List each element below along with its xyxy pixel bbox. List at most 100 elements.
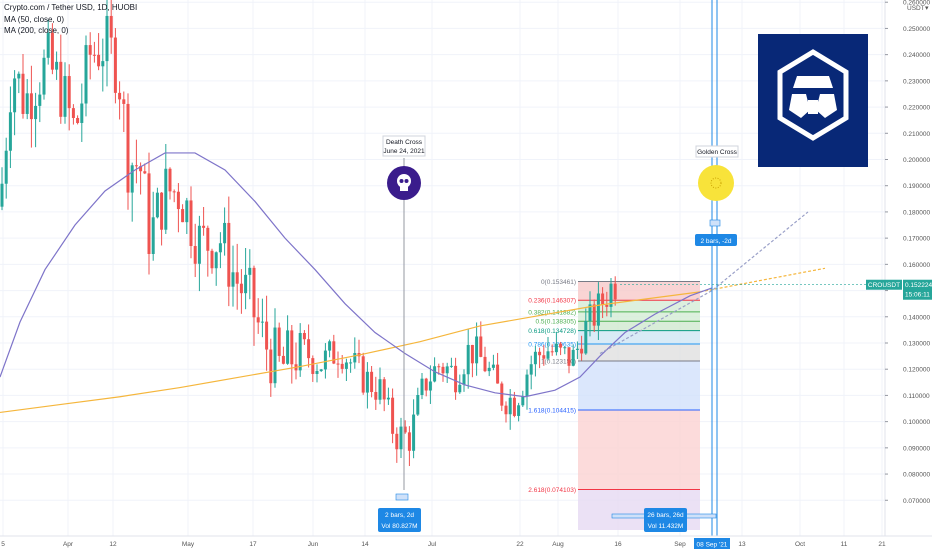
candle-body [370, 371, 374, 393]
candle-body [302, 333, 306, 340]
candle [118, 81, 122, 120]
candle [433, 357, 437, 383]
candle [76, 115, 80, 125]
candle-body [479, 336, 483, 357]
candle-body [281, 355, 285, 364]
price-tick-label: 0.260000 [903, 0, 930, 7]
candle-body [55, 61, 59, 70]
candle [109, 0, 113, 54]
time-label: 21 [878, 541, 886, 548]
price-axis [884, 0, 888, 536]
candle [269, 338, 273, 397]
candle [361, 352, 365, 395]
candle [185, 197, 189, 234]
candle [290, 325, 294, 384]
candle-body [311, 358, 315, 374]
candle [412, 399, 416, 459]
ma50-legend[interactable]: MA (50, close, 0) [4, 15, 65, 24]
candle-body [298, 333, 302, 371]
candle [487, 361, 491, 377]
candle [399, 417, 403, 458]
candle-body [235, 272, 239, 284]
death-cross-date: June 24, 2021 [383, 148, 425, 155]
candle [504, 401, 508, 423]
candle [609, 277, 613, 318]
candle [546, 337, 550, 361]
candle-body [164, 168, 168, 230]
price-tick-label: 0.240000 [903, 52, 930, 59]
candle [344, 358, 348, 381]
candle [319, 368, 323, 373]
candle-body [525, 374, 529, 397]
candle [521, 390, 525, 407]
candle [370, 365, 374, 398]
time-label: Apr [63, 541, 74, 548]
candle-body [332, 341, 336, 364]
candle-body [168, 168, 172, 192]
candle-body [412, 414, 416, 451]
candle [407, 426, 411, 467]
axis-unit-label: USDT [907, 5, 925, 12]
candle [580, 335, 584, 361]
time-label: Jul [428, 541, 437, 548]
candle [71, 104, 75, 125]
range-left-vol: Vol 80.827M [381, 523, 417, 530]
candle-body [546, 351, 550, 359]
candle-body [92, 54, 96, 56]
price-tick-label: 0.090000 [903, 445, 930, 452]
current-price-tag [903, 279, 932, 300]
candle-body [588, 304, 592, 322]
candle [403, 420, 407, 434]
time-label: 22 [516, 541, 524, 548]
candle [525, 369, 529, 410]
candle-body [424, 378, 428, 391]
time-label: 5 [1, 541, 5, 548]
candle [59, 34, 63, 124]
candle-body [17, 73, 21, 79]
candle-body [378, 379, 382, 400]
candle [302, 330, 306, 345]
candle [50, 23, 54, 75]
price-tick-label: 0.210000 [903, 131, 930, 138]
candle-body [475, 336, 479, 364]
candle [550, 344, 554, 356]
candle-body [374, 392, 378, 400]
symbol-tag [866, 279, 902, 290]
candle [374, 376, 378, 410]
candle [0, 167, 4, 211]
candle-body [210, 250, 214, 269]
fib-zone [578, 281, 700, 301]
fib-level-label: 0(0.153461) [541, 279, 576, 286]
candle-body [202, 225, 206, 228]
skull-icon-jaw [400, 186, 408, 191]
candle-body [584, 321, 588, 354]
candle [449, 357, 453, 368]
candle-body [571, 349, 575, 366]
candle [231, 245, 235, 307]
skull-icon-eye [404, 179, 409, 183]
candle-body [344, 362, 348, 369]
fib-level-label: 0.236(0.146307) [528, 298, 576, 305]
ma200-legend[interactable]: MA (200, close, 0) [4, 26, 69, 35]
candle [424, 377, 428, 397]
candle [38, 82, 42, 123]
range-left-box [378, 508, 421, 532]
candle [382, 377, 386, 412]
candle-body [84, 45, 88, 104]
candle-body [101, 61, 105, 67]
candle-body [609, 283, 613, 307]
candle-body [181, 209, 185, 223]
candle [21, 54, 25, 119]
candle [332, 334, 336, 365]
price-tick-label: 0.160000 [903, 262, 930, 269]
candle-body [580, 348, 584, 354]
candle [88, 32, 92, 80]
candle-body [67, 76, 71, 109]
candle [281, 346, 285, 365]
candle-body [445, 366, 449, 374]
ma200-line [0, 291, 701, 414]
candle [391, 388, 395, 444]
candle-body [462, 374, 466, 385]
